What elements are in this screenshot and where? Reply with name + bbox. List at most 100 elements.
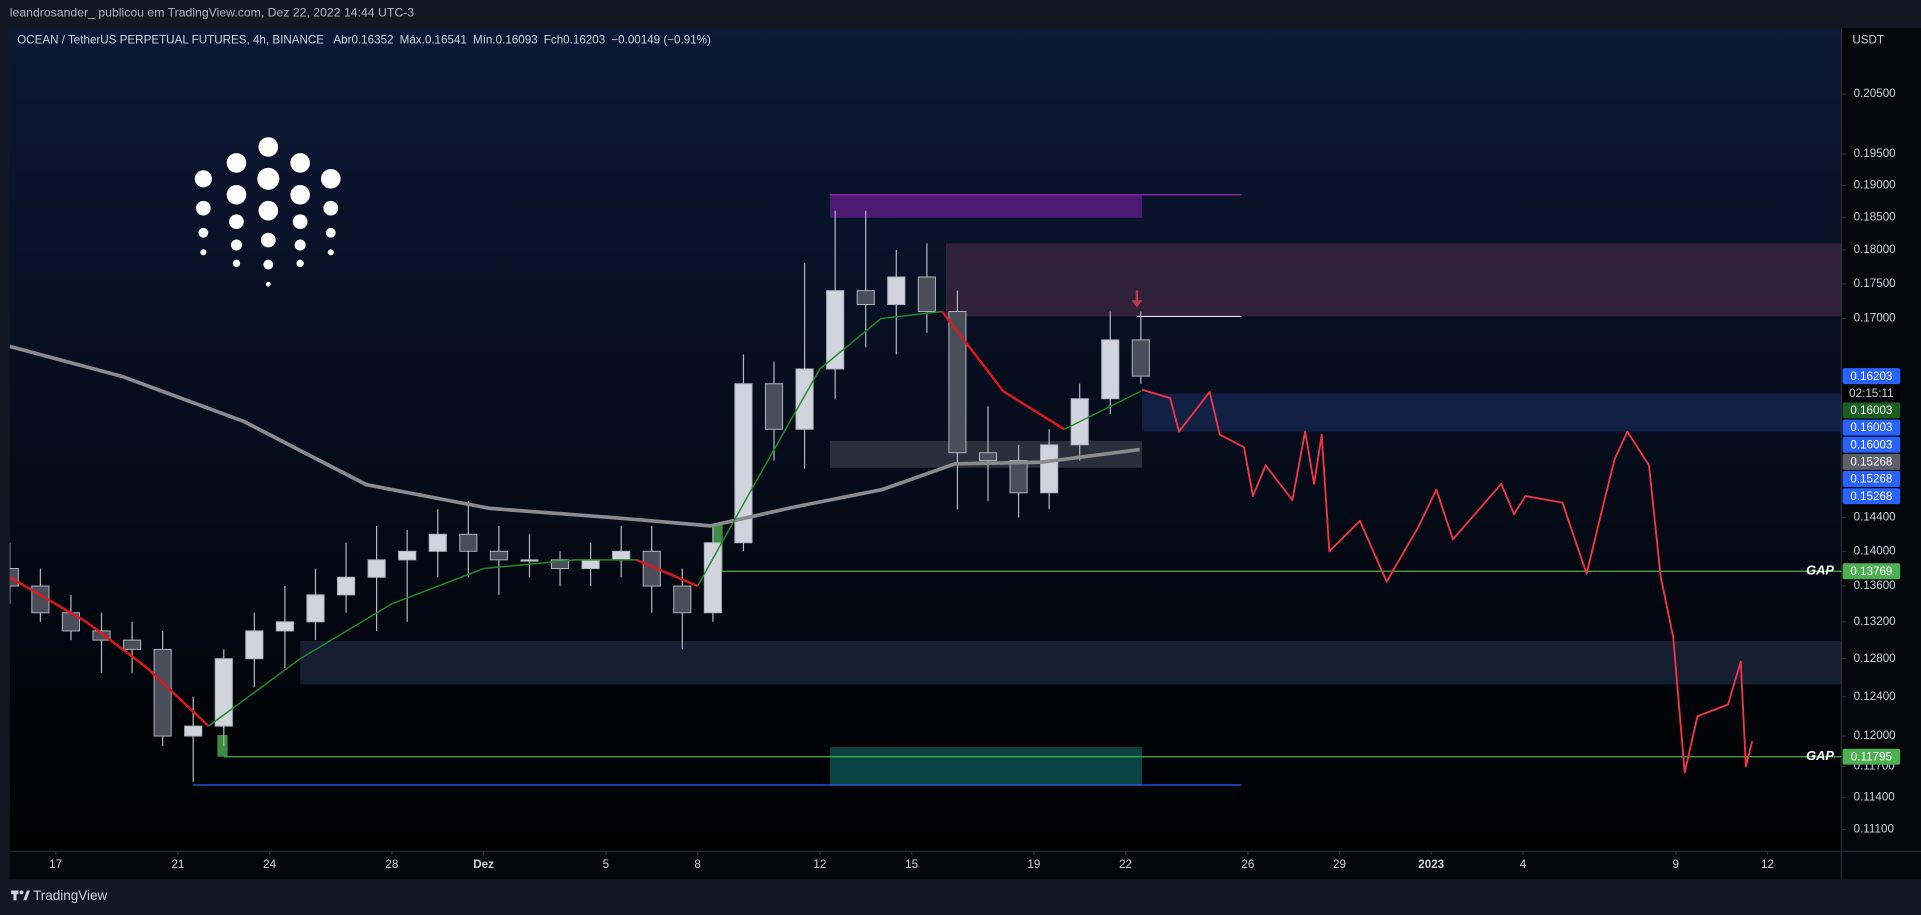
candle-body (275, 621, 294, 632)
candle-body (917, 276, 936, 313)
x-tick-label: 19 (1027, 858, 1040, 871)
candle-body (887, 276, 906, 306)
y-tick-label: 0.14400 (1854, 511, 1897, 524)
series-line (9, 344, 1140, 528)
zone (830, 194, 1143, 218)
y-tick-label: 0.12400 (1854, 690, 1897, 703)
price-badge (1842, 419, 1901, 436)
price-badge-label: 0.16003 (1850, 421, 1892, 434)
signal-arrow (1131, 290, 1143, 308)
plot-area (9, 28, 1842, 852)
candle-body (978, 452, 998, 462)
x-tick-label: 9 (1673, 858, 1679, 871)
y-tick-label: 0.19500 (1854, 147, 1897, 160)
price-badge-label: 0.11795 (1851, 750, 1892, 763)
candle-body (1009, 460, 1028, 494)
ohlc-value: 0.16352 (351, 34, 393, 47)
x-tick-label: 12 (1761, 858, 1774, 871)
candle-body (123, 639, 142, 650)
price-badge (1842, 453, 1901, 470)
ohlc-label: Fch (544, 34, 563, 47)
price-badge-label: 0.16003 (1850, 404, 1892, 417)
ohlc-value: 0.16541 (425, 34, 467, 47)
y-unit: USDT (1852, 34, 1884, 47)
y-tick-label: 0.13200 (1854, 615, 1897, 628)
candle-body (9, 568, 19, 587)
price-badge (1842, 748, 1901, 765)
y-tick-label: 0.13600 (1854, 579, 1897, 592)
candle-body (550, 559, 570, 570)
plot-layer (9, 194, 1842, 786)
x-tick-label: 12 (813, 858, 826, 871)
candle-body (581, 559, 600, 570)
price-badge-label: 0.15268 (1850, 490, 1892, 503)
candle-body (459, 533, 478, 552)
candle-body (826, 290, 845, 370)
publisher: leandrosander_ publicou em TradingView.c… (10, 6, 414, 20)
price-badge (1842, 368, 1901, 385)
candle-body (489, 550, 508, 561)
candle-body (520, 559, 539, 562)
y-tick-label: 0.12800 (1854, 652, 1897, 665)
footer-logo (11, 890, 31, 901)
candle-body (1101, 339, 1120, 400)
price-badge-label: 0.13769 (1850, 565, 1892, 578)
candle-body (948, 311, 967, 454)
x-tick-label: 29 (1333, 858, 1346, 871)
ohlc-change: −0.00149 (−0.91%) (611, 34, 711, 47)
y-tick-label: 0.11100 (1854, 823, 1895, 836)
price-badge (1842, 402, 1901, 419)
candle-body (764, 383, 784, 430)
candle-body (673, 585, 692, 614)
candle-body (398, 550, 417, 561)
price-badge (1842, 488, 1901, 505)
zone (830, 747, 1143, 785)
x-tick-label: 22 (1119, 858, 1132, 871)
x-tick-label: 8 (694, 858, 700, 871)
zone (217, 735, 228, 757)
price-badge-label: 0.16203 (1850, 370, 1892, 383)
y-tick-label: 0.17500 (1854, 277, 1897, 290)
countdown-badge (1842, 385, 1901, 402)
y-tick-label: 0.18000 (1854, 243, 1897, 256)
ohlc-label: Máx. (400, 34, 425, 47)
x-tick-label: Dez (473, 858, 494, 871)
candle-body (795, 368, 814, 430)
footer-brand: TradingView (33, 888, 107, 903)
symbol: OCEAN / TetherUS PERPETUAL FUTURES, 4h, … (17, 34, 324, 47)
level-label: GAP (1806, 748, 1834, 763)
candle-body (153, 648, 172, 737)
ohlc-value: 0.16093 (496, 34, 538, 47)
x-tick-label: 17 (49, 858, 62, 871)
ohlc-label: Abr (333, 34, 351, 47)
x-tick-label: 21 (171, 858, 184, 871)
y-tick-label: 0.12000 (1854, 729, 1897, 742)
x-tick-label: 2023 (1418, 858, 1444, 871)
price-badge-label: 0.16003 (1850, 438, 1892, 451)
price-badge (1842, 563, 1901, 580)
candle-body (642, 550, 661, 587)
x-tick-label: 4 (1520, 858, 1527, 871)
ohlc-value: 0.16203 (563, 34, 605, 47)
series-line (9, 310, 1066, 727)
candle-body (612, 550, 631, 561)
x-tick-label: 24 (263, 858, 276, 871)
candle-body (734, 383, 753, 544)
candle-body (92, 630, 111, 641)
zone (1142, 393, 1842, 432)
candle-body (367, 559, 386, 578)
candle-body (245, 630, 264, 660)
y-tick-label: 0.18500 (1854, 210, 1897, 223)
candle-body (1131, 339, 1150, 377)
candle-body (337, 576, 356, 596)
series-line (1141, 388, 1754, 774)
price-badge-label: 0.15268 (1850, 473, 1892, 486)
level-label: GAP (1806, 563, 1834, 578)
zone (300, 641, 1842, 685)
candle-body (1040, 444, 1059, 494)
y-tick-label: 0.20500 (1854, 87, 1897, 100)
price-badge (1842, 436, 1901, 453)
time-axis (9, 851, 1921, 880)
